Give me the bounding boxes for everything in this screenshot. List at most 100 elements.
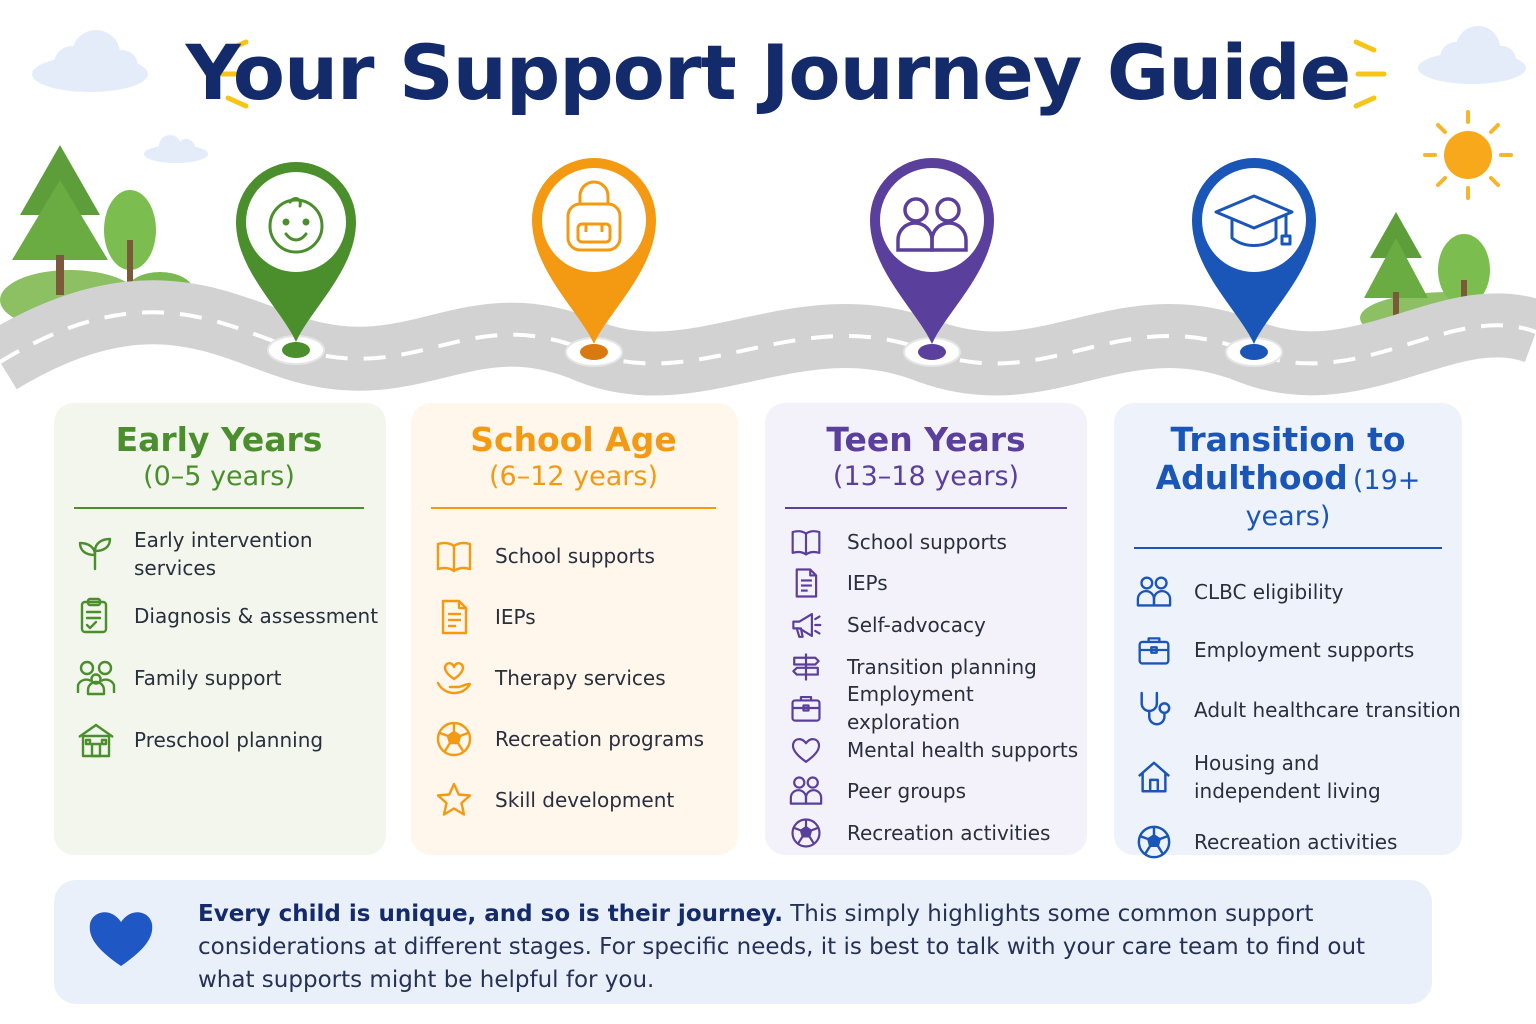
item-label: Early intervention services [134, 528, 313, 580]
stage-title: Early Years [115, 420, 323, 459]
list-item: Mental health supports [765, 729, 1087, 771]
soccer-ball-icon [1137, 825, 1171, 859]
list-item: Recreation activities [765, 812, 1087, 854]
list-item: IEPs [411, 586, 738, 647]
page-title: Your Support Journey Guide [185, 28, 1352, 117]
cloud-icon [144, 135, 208, 163]
stage-card-school-age: School Age (6–12 years) School supports … [411, 403, 738, 855]
cloud-icon [32, 30, 148, 92]
baby-face-icon [268, 197, 324, 254]
school-building-icon [78, 723, 114, 758]
footer-bold-text: Every child is unique, and so is their j… [198, 901, 783, 927]
group-icon [789, 776, 823, 806]
group-icon [1136, 576, 1172, 607]
stage-card-transition-to-adulthood: Transition to Adulthood (19+ years) CLBC… [1114, 403, 1462, 859]
clipboard-icon [80, 597, 108, 634]
item-label: Diagnosis & assessment [134, 604, 379, 628]
star-icon [436, 782, 472, 816]
road [0, 280, 1536, 396]
item-label: Housing and independent living [1194, 751, 1381, 803]
list-item: IEPs [765, 563, 1087, 605]
stage-title: Transition to [1170, 420, 1406, 459]
footer-text: Every child is unique, and so is their j… [198, 898, 1418, 997]
list-item: CLBC eligibility [1114, 563, 1462, 621]
list-item: Therapy services [411, 647, 738, 708]
list-item: Preschool planning [54, 709, 386, 771]
item-label: School supports [847, 529, 1007, 554]
list-item: Skill development [411, 769, 738, 830]
list-item: Recreation activities [1114, 813, 1462, 871]
stage-card-early-years: Early Years (0–5 years) Early interventi… [54, 403, 386, 855]
list-item: School supports [411, 525, 738, 586]
list-item: Recreation programs [411, 708, 738, 769]
heart-icon [791, 737, 821, 763]
item-label: Family support [134, 666, 282, 690]
family-icon [76, 660, 116, 696]
backpack-icon [566, 180, 622, 252]
pin-teen [870, 157, 994, 367]
item-label: CLBC eligibility [1194, 580, 1344, 604]
briefcase-icon [791, 696, 821, 722]
sprout-icon [78, 537, 112, 571]
item-label: Transition planning [847, 654, 1037, 679]
item-label: Employment exploration [847, 682, 974, 735]
megaphone-icon [792, 612, 822, 638]
soccer-ball-icon [791, 818, 821, 848]
item-label: Self-advocacy [847, 612, 986, 637]
item-label: Preschool planning [134, 728, 324, 752]
list-item: Diagnosis & assessment [54, 585, 386, 647]
signpost-icon [792, 653, 820, 681]
stage-card-teen-years: Teen Years (13–18 years) School supports… [765, 403, 1087, 855]
stage-age: (0–5 years) [143, 461, 295, 492]
item-label: Employment supports [1194, 638, 1415, 662]
stage-age: (13–18 years) [832, 461, 1020, 492]
item-label: Peer groups [847, 779, 967, 804]
item-label: School supports [495, 543, 655, 568]
list-item: Early intervention services [54, 523, 386, 585]
pin-early [236, 162, 356, 365]
book-icon [436, 541, 472, 572]
soccer-ball-icon [436, 721, 472, 756]
list-item: Adult healthcare transition [1114, 679, 1462, 741]
graduation-cap-icon [1214, 194, 1294, 247]
list-item: Family support [54, 647, 386, 709]
book-icon [791, 529, 821, 556]
item-label: Adult healthcare transition [1194, 698, 1461, 722]
item-label: Recreation activities [1194, 830, 1398, 854]
list-item: Transition planning [765, 646, 1087, 688]
item-label: Therapy services [495, 665, 666, 690]
stage-title: School Age [470, 420, 677, 459]
list-item: Housing and independent living [1114, 741, 1462, 813]
list-item: Self-advocacy [765, 604, 1087, 646]
item-label: IEPs [495, 604, 536, 629]
item-label: Mental health supports [847, 737, 1079, 762]
house-icon [1138, 761, 1170, 793]
heart-hand-icon [436, 661, 472, 694]
item-label: Recreation programs [495, 726, 705, 751]
sun-icon [1423, 110, 1513, 200]
list-item: Employment exploration [765, 682, 1087, 734]
heart-icon [89, 912, 153, 966]
footer-note: Every child is unique, and so is their j… [54, 880, 1432, 1004]
document-icon [795, 568, 818, 598]
briefcase-icon [1138, 637, 1170, 665]
item-label: Recreation activities [847, 820, 1051, 845]
list-item: Employment supports [1114, 621, 1462, 679]
footer-body-text: This simply highlights some common suppo… [198, 901, 1366, 993]
sparkle-icon [215, 39, 1387, 109]
list-item: Peer groups [765, 771, 1087, 813]
document-icon [441, 599, 468, 634]
stethoscope-icon [1140, 691, 1171, 726]
pin-school [532, 158, 656, 367]
pin-adult [1192, 158, 1316, 367]
cloud-icon [1418, 26, 1526, 84]
stage-title-line2: Adulthood [1155, 458, 1348, 497]
stage-age: (6–12 years) [489, 461, 658, 492]
two-people-icon [896, 197, 968, 252]
stage-age: (19+ years) [1245, 465, 1421, 532]
stage-title: Teen Years [826, 420, 1026, 459]
item-label: IEPs [847, 571, 888, 596]
item-label: Skill development [495, 787, 675, 812]
list-item: School supports [765, 521, 1087, 563]
